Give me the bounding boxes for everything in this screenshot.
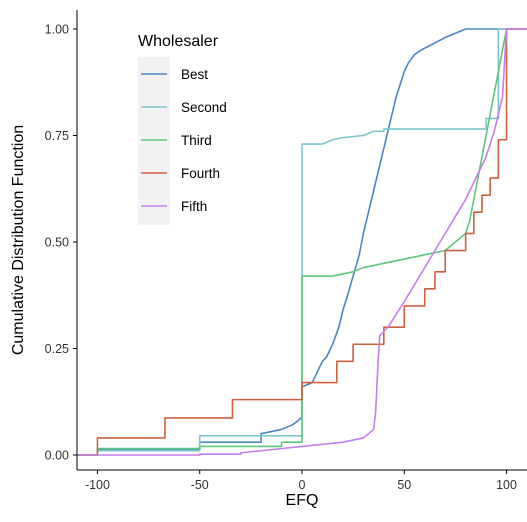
x-tick-label: 0 — [299, 478, 306, 492]
series-line-third — [77, 28, 527, 456]
series-line-best — [77, 28, 527, 456]
y-tick-label: 1.00 — [45, 23, 69, 37]
legend: Wholesaler Best Second Third Fourth Fifth — [138, 33, 227, 225]
x-ticks: -100 -50 0 50 100 — [85, 470, 517, 492]
legend-items: Best Second Third Fourth Fifth — [141, 67, 227, 214]
legend-label-fifth: Fifth — [181, 199, 207, 214]
y-ticks: 0.00 0.25 0.50 0.75 1.00 — [45, 23, 77, 463]
legend-key-background — [138, 57, 170, 225]
y-tick-label: 0.00 — [45, 449, 69, 463]
x-tick-label: 50 — [397, 478, 411, 492]
series-line-second — [77, 28, 527, 456]
legend-title: Wholesaler — [138, 33, 219, 50]
x-tick-label: 100 — [496, 478, 517, 492]
legend-label-second: Second — [181, 100, 227, 115]
series-line-fourth — [77, 28, 527, 456]
y-tick-label: 0.25 — [45, 342, 69, 356]
series-line-fifth — [77, 28, 527, 456]
legend-label-fourth: Fourth — [181, 166, 220, 181]
x-tick-label: -100 — [85, 478, 110, 492]
x-tick-label: -50 — [191, 478, 209, 492]
legend-label-third: Third — [181, 133, 212, 148]
y-tick-label: 0.75 — [45, 129, 69, 143]
legend-label-best: Best — [181, 67, 208, 82]
y-tick-label: 0.50 — [45, 236, 69, 250]
x-axis-title: EFQ — [286, 492, 319, 509]
y-axis-title: Cumulative Distribution Function — [10, 125, 27, 355]
series-layer — [77, 28, 527, 456]
